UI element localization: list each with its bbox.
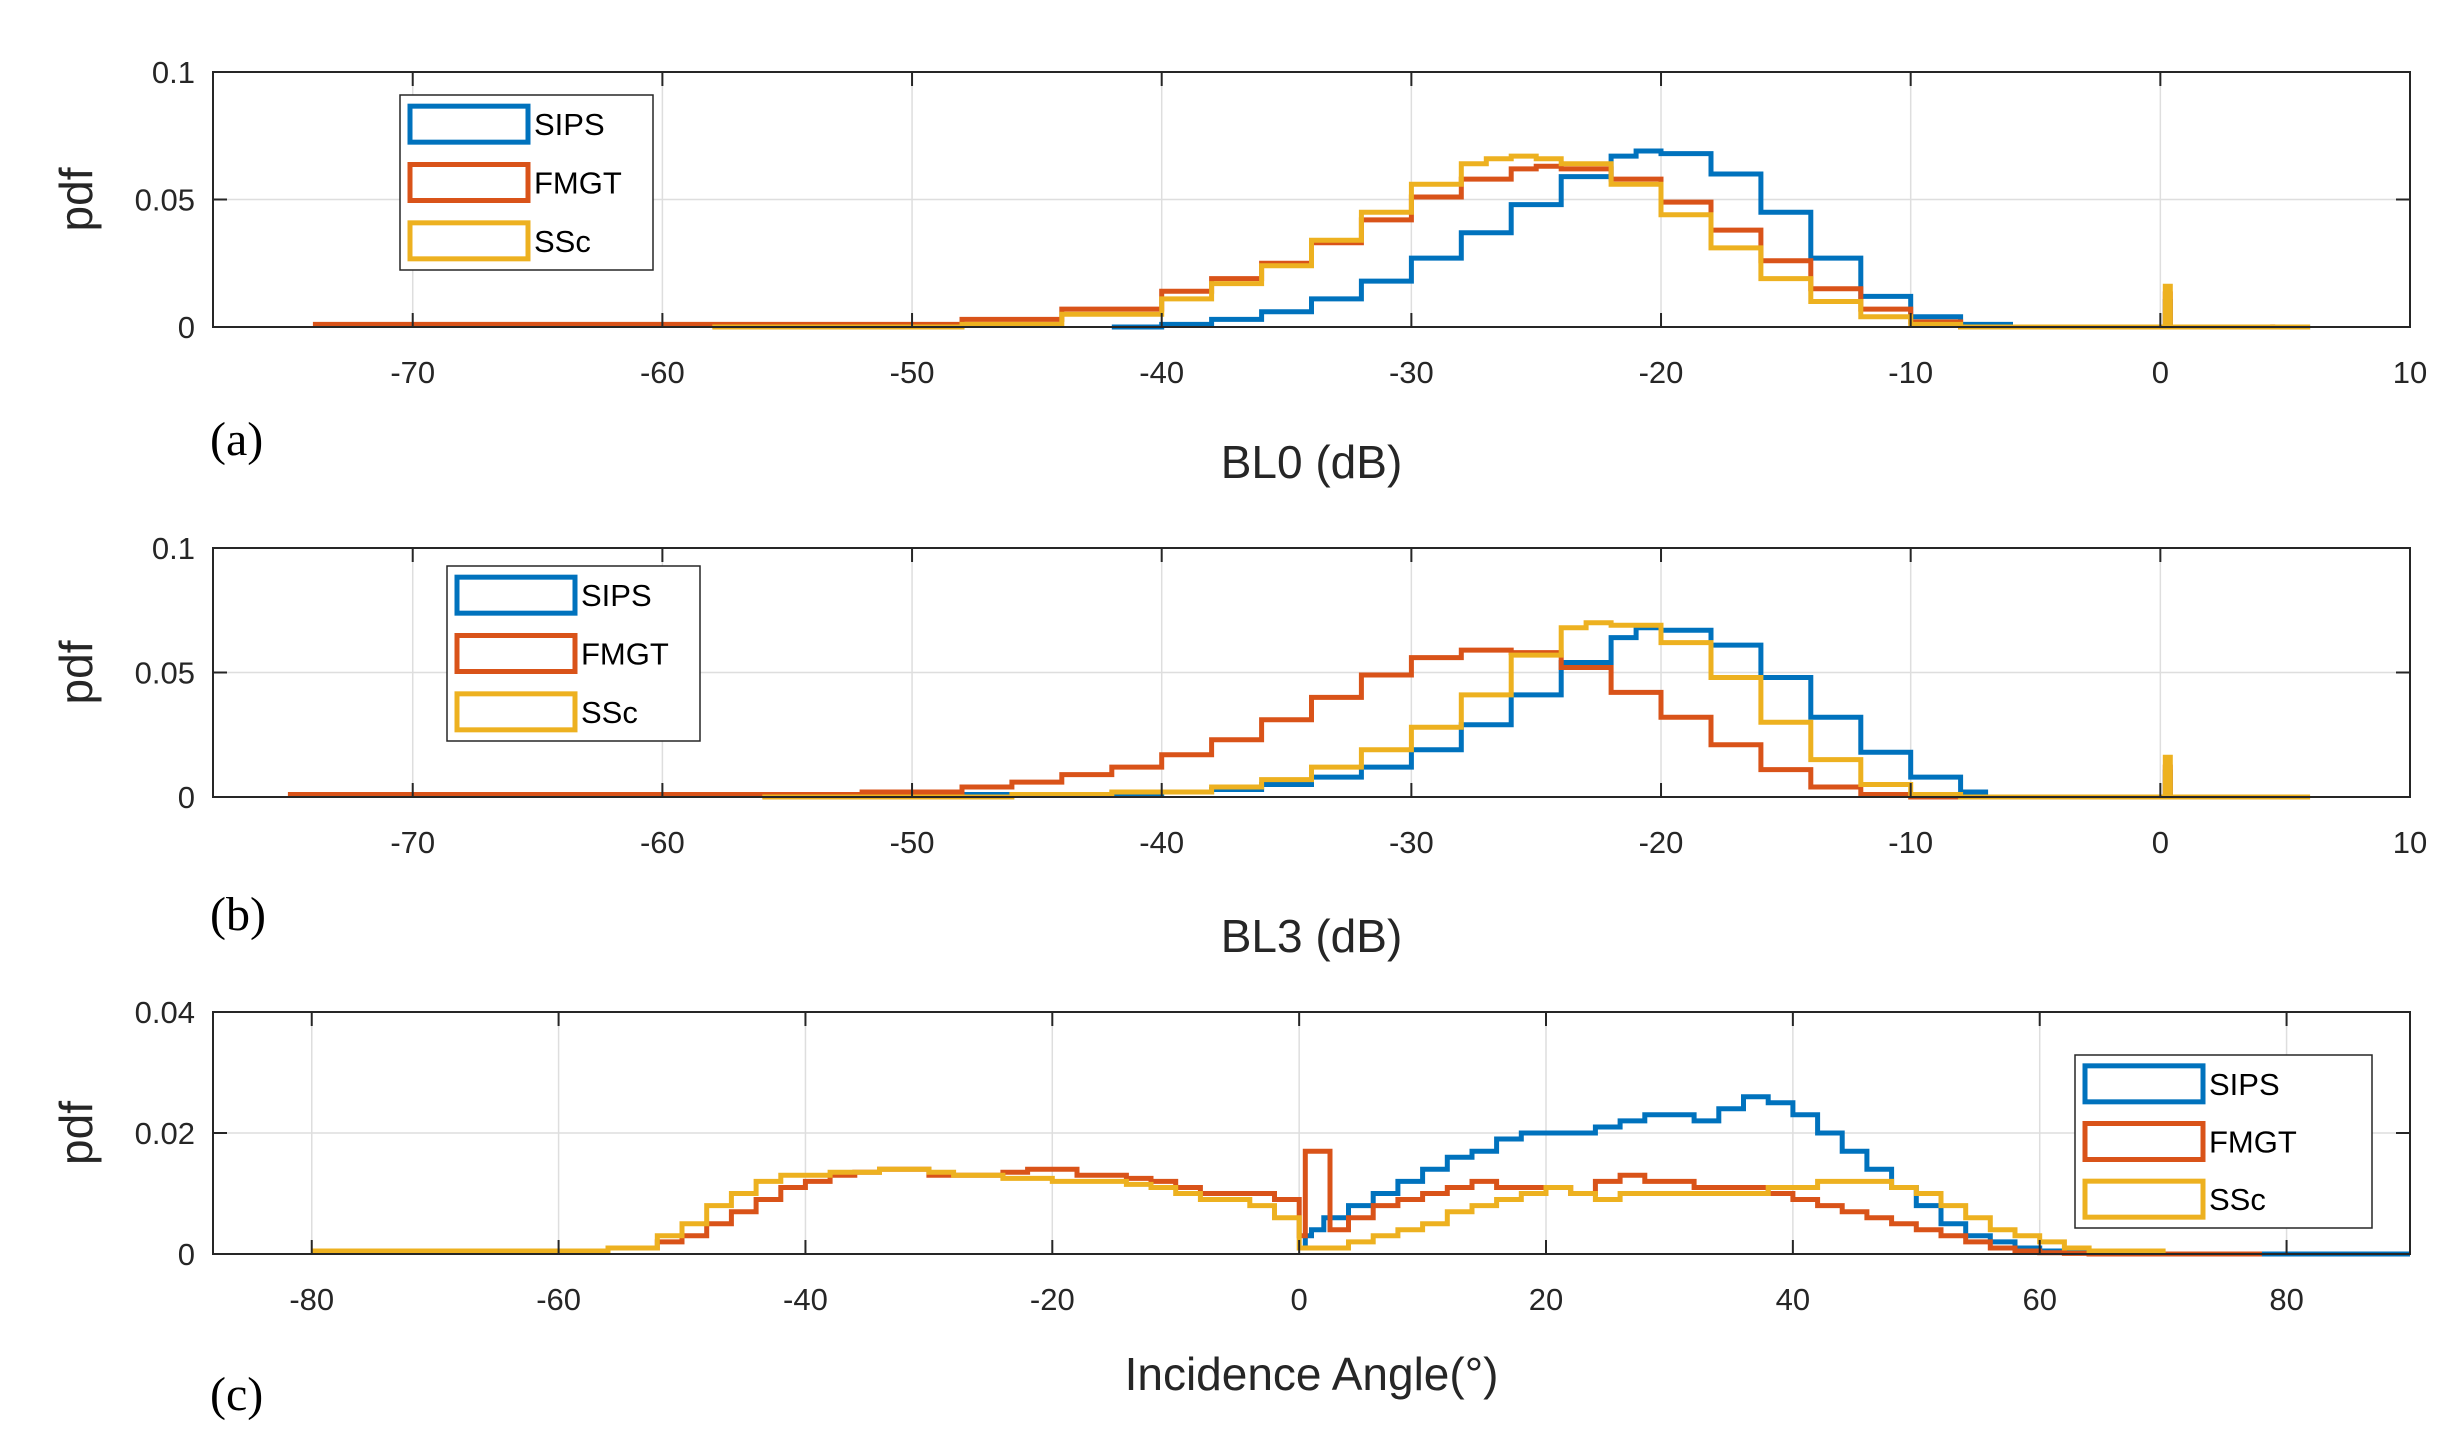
x-tick-label: -30	[1389, 825, 1434, 860]
series-line-ssc	[311, 1166, 2166, 1254]
x-tick-label: 80	[2269, 1282, 2303, 1317]
series-line-ssc	[712, 153, 2311, 330]
legend-swatch-ssc	[407, 220, 531, 262]
legend: SIPS FMGT SSc	[2074, 1054, 2373, 1229]
y-tick-label: 0	[178, 780, 195, 815]
legend-swatch-sips	[454, 574, 578, 616]
legend-swatch-fmgt	[2082, 1121, 2206, 1162]
chart-panel-c: -80 -60 -40 -20 0 20 40 60 80 0 0.02 0.04 Incidence …	[50, 995, 2411, 1421]
x-tick-label: 0	[1291, 1282, 1308, 1317]
x-tick-label: 40	[1776, 1282, 1810, 1317]
legend-box	[2074, 1054, 2373, 1229]
legend-label-ssc: SSc	[2209, 1182, 2266, 1217]
legend-label-ssc: SSc	[534, 224, 591, 259]
y-tick-label: 0.1	[152, 531, 195, 566]
legend-label-sips: SIPS	[581, 578, 652, 613]
legend-label-sips: SIPS	[2209, 1067, 2280, 1102]
x-tick-label: -20	[1030, 1282, 1075, 1317]
legend-swatch-fmgt	[454, 633, 578, 674]
series-line-sips	[1111, 148, 2311, 330]
x-tick-label: -40	[1139, 825, 1184, 860]
y-tick-label: 0.05	[135, 183, 195, 218]
chart-panel-b: -70 -60 -50 -40 -30 -20 -10 0 10 0 0.05 0.1 BL3 (dB)…	[50, 531, 2427, 962]
x-tick-label: 20	[1529, 1282, 1563, 1317]
legend-label-fmgt: FMGT	[581, 637, 669, 672]
y-tick-label: 0	[178, 1237, 195, 1272]
x-tick-label: 0	[2152, 355, 2169, 390]
panel-label: (a)	[210, 413, 263, 466]
x-tick-label: 0	[2152, 825, 2169, 860]
chart-panel-a: -70 -60 -50 -40 -30 -20 -10 0 10 0 0.05 0.1 BL0 (dB)…	[50, 55, 2427, 488]
x-tick-label: 60	[2022, 1282, 2056, 1317]
legend-swatch-ssc	[454, 691, 578, 733]
x-tick-label: -60	[640, 355, 685, 390]
y-tick-label: 0.05	[135, 656, 195, 691]
series-line-fmgt	[287, 647, 2236, 800]
y-tick-label: 0	[178, 310, 195, 345]
panel-label: (c)	[210, 1368, 263, 1421]
x-tick-label: -10	[1888, 355, 1933, 390]
x-axis-label: BL0 (dB)	[1221, 436, 1403, 488]
legend: SIPS FMGT SSc	[399, 94, 654, 271]
series-line-ssc	[762, 620, 2311, 800]
x-tick-label: -30	[1389, 355, 1434, 390]
x-axis-label: Incidence Angle(°)	[1125, 1348, 1499, 1400]
y-tick-label: 0.1	[152, 55, 195, 90]
legend: SIPS FMGT SSc	[446, 565, 701, 742]
legend-label-ssc: SSc	[581, 695, 638, 730]
legend-label-fmgt: FMGT	[2209, 1125, 2297, 1160]
legend-swatch-fmgt	[407, 162, 531, 203]
legend-swatch-sips	[2082, 1063, 2206, 1105]
y-axis-label: pdf	[50, 640, 102, 704]
x-tick-label: -40	[783, 1282, 828, 1317]
y-tick-label: 0.04	[135, 995, 195, 1030]
x-axis-label: BL3 (dB)	[1221, 910, 1403, 962]
x-tick-label: -40	[1139, 355, 1184, 390]
legend-swatch-ssc	[2082, 1178, 2206, 1220]
legend-label-sips: SIPS	[534, 107, 605, 142]
legend-swatch-sips	[407, 103, 531, 145]
x-tick-label: -70	[390, 355, 435, 390]
x-tick-label: -20	[1639, 825, 1684, 860]
x-tick-label: -60	[536, 1282, 581, 1317]
x-tick-label: -80	[289, 1282, 334, 1317]
series-line-fmgt	[311, 1148, 2262, 1257]
series-line-sips	[862, 625, 2288, 800]
x-tick-label: -60	[640, 825, 685, 860]
panel-label: (b)	[210, 888, 266, 941]
x-tick-label: -10	[1888, 825, 1933, 860]
x-tick-label: -20	[1639, 355, 1684, 390]
x-tick-label: -70	[390, 825, 435, 860]
x-tick-label: 10	[2393, 355, 2427, 390]
legend-label-fmgt: FMGT	[534, 166, 622, 201]
y-tick-label: 0.02	[135, 1116, 195, 1151]
y-axis-label: pdf	[50, 167, 102, 231]
x-tick-label: -50	[890, 355, 935, 390]
x-tick-label: -50	[890, 825, 935, 860]
x-tick-label: 10	[2393, 825, 2427, 860]
y-axis-label: pdf	[50, 1101, 102, 1165]
